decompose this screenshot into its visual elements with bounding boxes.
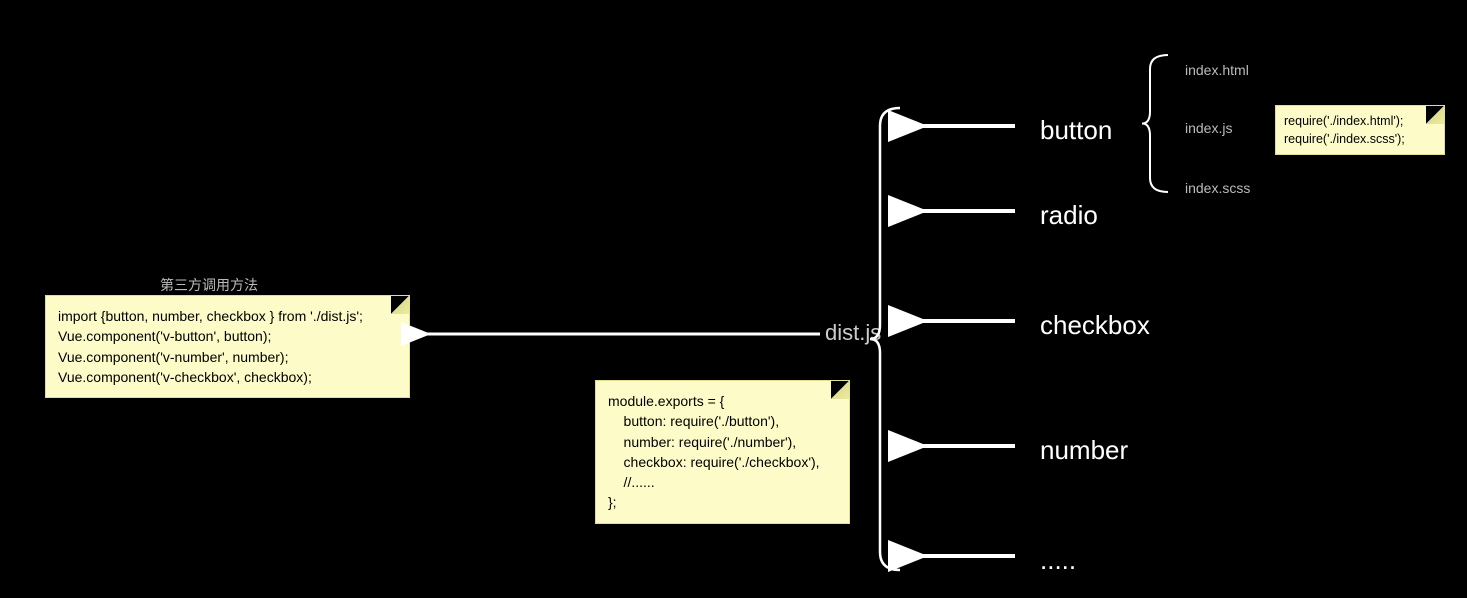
file-label: index.html (1185, 62, 1249, 78)
component-label: radio (1040, 200, 1098, 231)
component-label: number (1040, 435, 1128, 466)
diagram-stage: dist.js button radio checkbox number..... i… (0, 0, 1467, 598)
require-note: require('./index.html'); require('./inde… (1275, 105, 1445, 155)
component-label: checkbox (1040, 310, 1150, 341)
component-label: button (1040, 115, 1112, 146)
usage-note: import {button, number, checkbox } from … (45, 295, 410, 398)
distjs-label: dist.js (825, 320, 881, 346)
file-label: index.js (1185, 120, 1232, 136)
component-label: ..... (1040, 545, 1076, 576)
distjs-note: module.exports = { button: require('./bu… (595, 380, 850, 524)
file-label: index.scss (1185, 180, 1250, 196)
usage-title: 第三方调用方法 (160, 275, 258, 295)
